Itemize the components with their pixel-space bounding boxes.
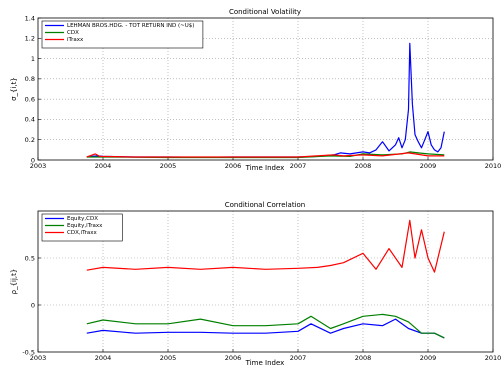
y-axis-label: σ_{i,t} [10, 77, 18, 101]
legend-label: CDX [67, 30, 79, 36]
grid [37, 211, 494, 353]
x-tick-label: 2007 [290, 162, 307, 170]
series-line-3 [86, 152, 445, 158]
y-tick-label: 0.4 [25, 116, 35, 124]
series-lines [86, 42, 445, 159]
y-axis-label: ρ_{ij,t} [10, 269, 18, 295]
plot-area-frame [37, 210, 494, 353]
x-tick-labels: 2003 2004 2005 2006 2007 2008 2009 2010 [30, 354, 502, 362]
x-axis-label: Time Index [245, 164, 285, 172]
y-tick-labels: 0 0.2 0.4 0.6 0.8 1 1.2 1.4 [25, 14, 35, 164]
y-tick-label: 0.2 [25, 136, 35, 144]
x-tick-label: 2003 [30, 354, 47, 362]
series-line-2 [86, 313, 445, 339]
x-tick-labels: 2003 2004 2005 2006 2007 2008 2009 2010 [30, 162, 502, 170]
legend-box [41, 20, 204, 49]
chart-title: Conditional Correlation [225, 201, 305, 209]
series-line-3 [86, 219, 445, 273]
legend-label: CDX,iTraxx [67, 230, 98, 236]
x-tick-label: 2007 [290, 354, 307, 362]
volatility-panel: Conditional Volatility 2003 2004 2005 2006 2… [10, 8, 501, 172]
x-tick-label: 2009 [420, 162, 437, 170]
x-tick-label: 2004 [95, 354, 112, 362]
x-tick-label: 2008 [355, 162, 372, 170]
y-tick-label: -0.5 [22, 348, 35, 356]
legend: LEHMAN BROS.HDG. - TOT RETURN IND (~U$)C… [41, 20, 204, 49]
x-tick-label: 2006 [225, 354, 242, 362]
x-tick-label: 2005 [160, 162, 177, 170]
y-tick-labels: -0.5 0 0.5 [22, 254, 35, 356]
x-tick-label: 2004 [95, 162, 112, 170]
x-tick-label: 2010 [485, 354, 502, 362]
legend-label: Equity,CDX [67, 216, 98, 222]
legend-label: Equity,iTraxx [67, 223, 103, 229]
series-lines [86, 219, 445, 339]
series-line-1 [86, 318, 445, 339]
y-tick-label: 1.2 [25, 35, 35, 43]
x-tick-label: 2006 [225, 162, 242, 170]
correlation-panel: Conditional Correlation 2003 2004 2005 2006… [10, 201, 501, 367]
legend-label: LEHMAN BROS.HDG. - TOT RETURN IND (~U$) [67, 23, 194, 29]
y-tick-label: 0.8 [25, 75, 35, 83]
x-tick-label: 2008 [355, 354, 372, 362]
y-tick-label: 0 [31, 301, 35, 309]
x-tick-label: 2003 [30, 162, 47, 170]
y-tick-label: 0.5 [25, 254, 35, 262]
chart-title: Conditional Volatility [229, 8, 301, 16]
x-tick-label: 2010 [485, 162, 502, 170]
x-axis-label: Time Index [245, 359, 285, 367]
y-tick-label: 1 [31, 55, 35, 63]
x-tick-label: 2005 [160, 354, 177, 362]
legend-label: iTraxx [67, 37, 84, 43]
y-tick-label: 0 [31, 156, 35, 164]
plot-area-frame [37, 17, 494, 161]
y-tick-label: 0.6 [25, 95, 35, 103]
y-tick-label: 1.4 [25, 14, 35, 22]
x-tick-label: 2009 [420, 354, 437, 362]
series-line-1 [86, 42, 445, 158]
